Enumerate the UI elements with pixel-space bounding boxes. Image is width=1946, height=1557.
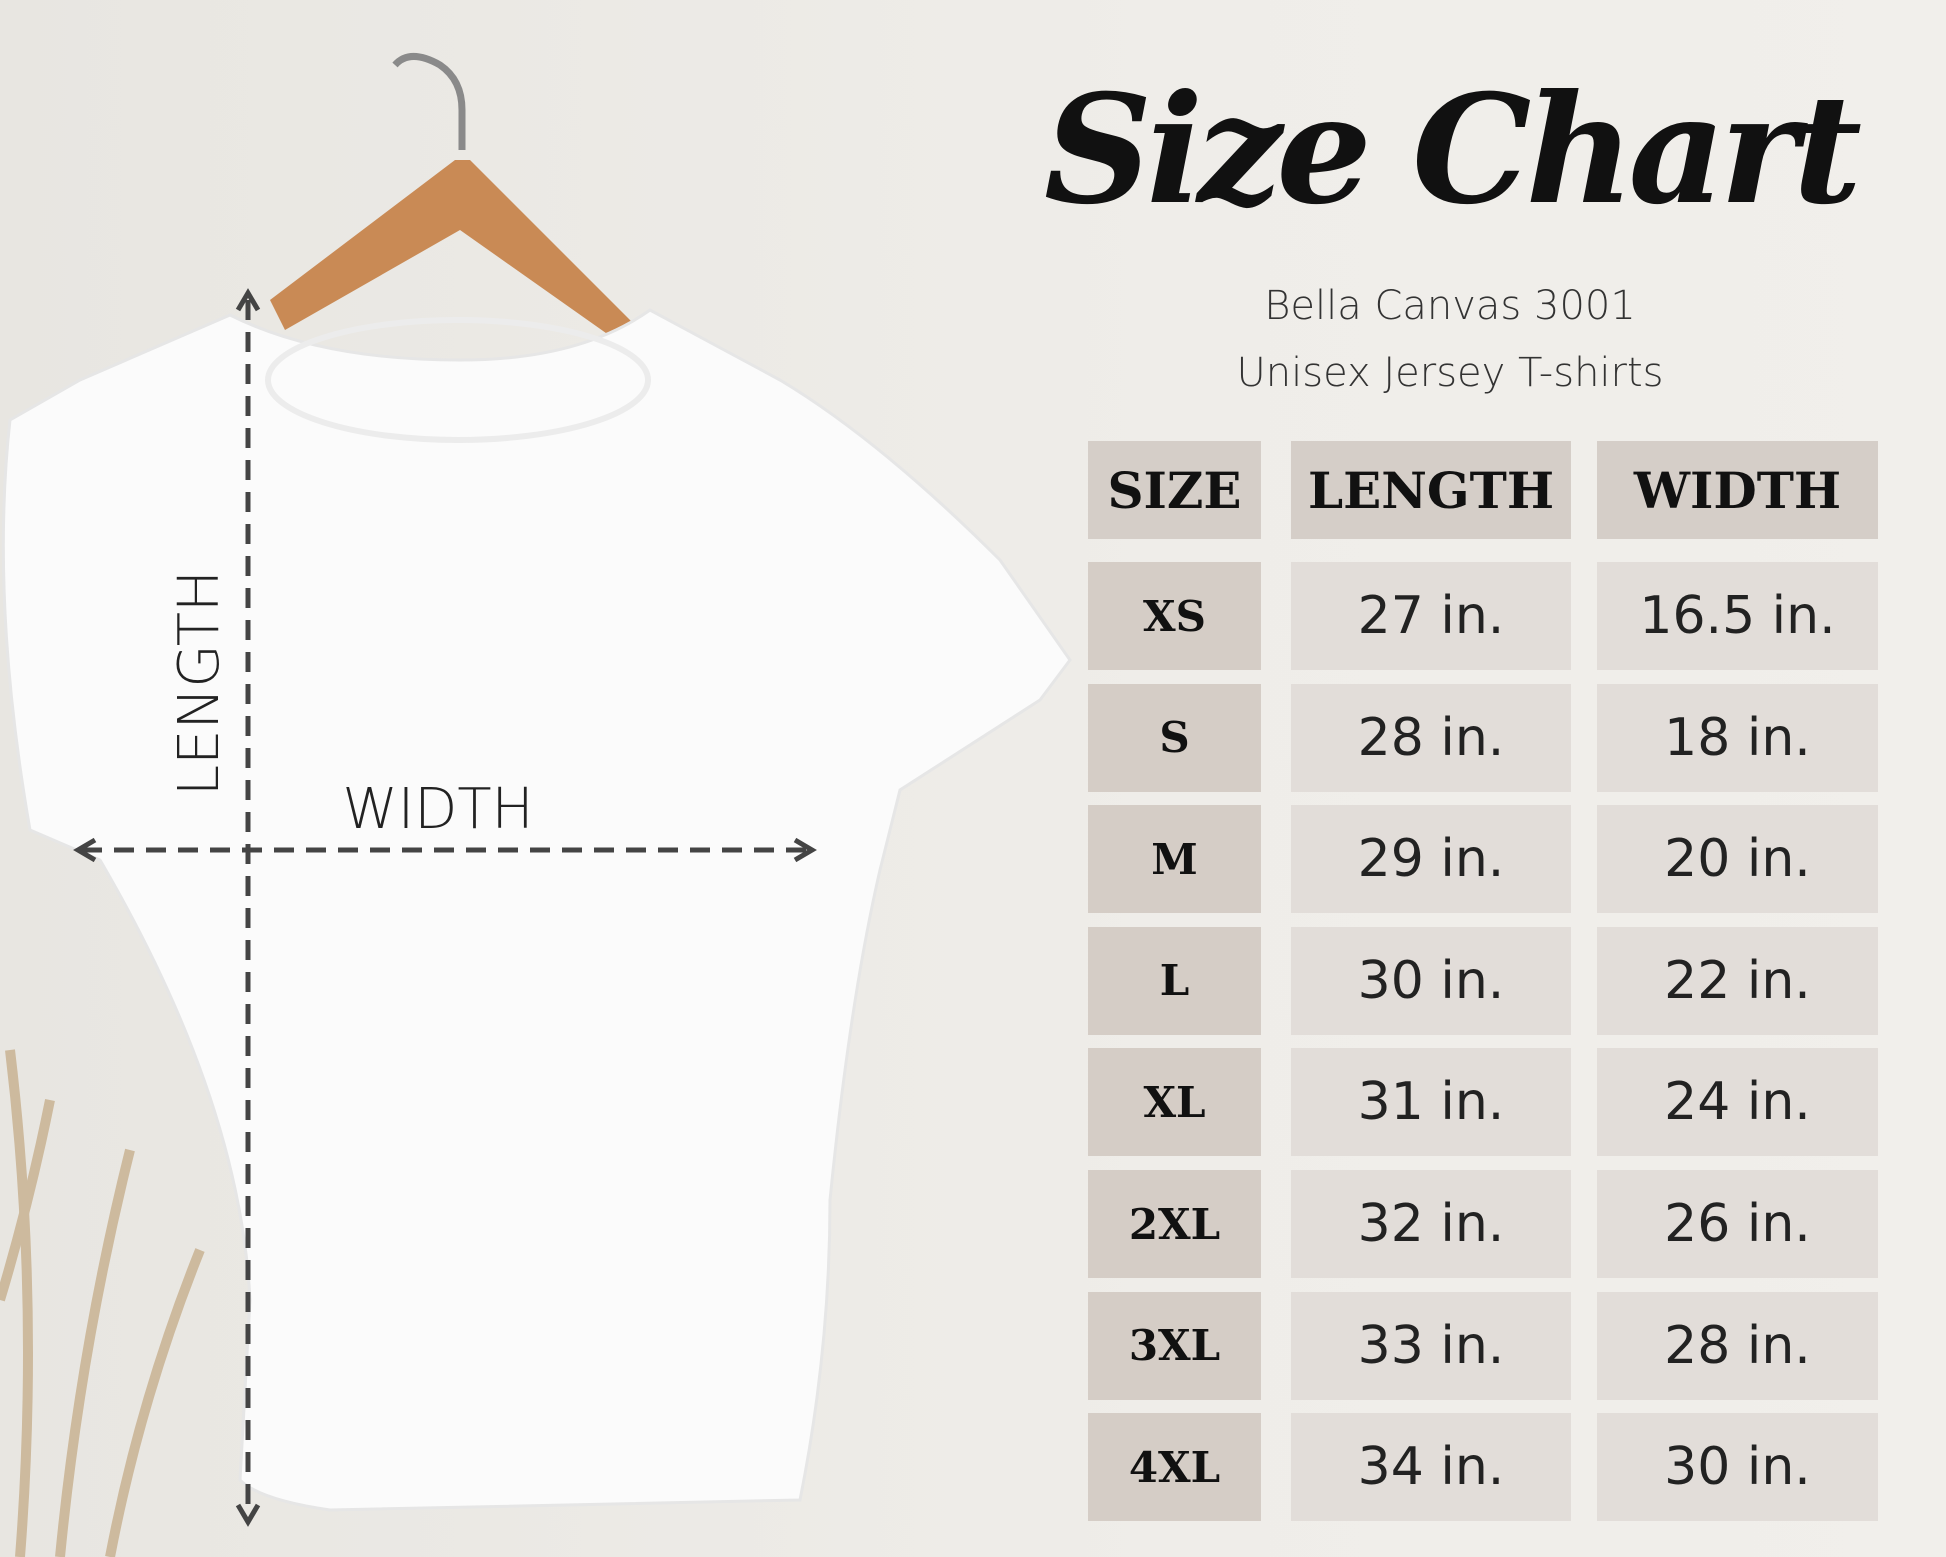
- size-cell: M: [1088, 805, 1261, 914]
- header-width: WIDTH: [1597, 441, 1878, 539]
- page-title: Size Chart: [1043, 62, 1862, 238]
- size-cell: L: [1088, 926, 1261, 1035]
- subtitle-line-1: Bella Canvas 3001: [1264, 283, 1636, 329]
- width-cell: 20 in.: [1597, 805, 1878, 914]
- length-cell: 28 in.: [1291, 683, 1571, 792]
- hanger: [270, 53, 640, 350]
- tshirt: [1, 308, 1072, 1512]
- size-cell: 4XL: [1088, 1413, 1261, 1522]
- size-cell: 2XL: [1088, 1170, 1261, 1278]
- subtitle-line-2: Unisex Jersey T-shirts: [1236, 350, 1664, 396]
- size-cell: S: [1088, 683, 1261, 792]
- length-arrow: [235, 288, 261, 1527]
- length-cell: 29 in.: [1291, 805, 1571, 914]
- width-arrow: [73, 837, 817, 863]
- width-cell: 16.5 in.: [1597, 562, 1878, 670]
- width-label: WIDTH: [342, 777, 533, 842]
- header-size: SIZE: [1088, 441, 1261, 539]
- pampas-grass: [0, 1049, 205, 1557]
- size-cell: XS: [1088, 562, 1261, 670]
- length-cell: 32 in.: [1291, 1170, 1571, 1278]
- length-cell: 30 in.: [1291, 926, 1571, 1035]
- width-cell: 28 in.: [1597, 1291, 1878, 1400]
- length-cell: 34 in.: [1291, 1413, 1571, 1522]
- length-cell: 33 in.: [1291, 1291, 1571, 1400]
- width-cell: 24 in.: [1597, 1048, 1878, 1157]
- length-cell: 27 in.: [1291, 562, 1571, 670]
- size-cell: XL: [1088, 1048, 1261, 1157]
- width-cell: 30 in.: [1597, 1413, 1878, 1522]
- length-label: LENGTH: [167, 570, 232, 796]
- width-cell: 22 in.: [1597, 926, 1878, 1035]
- length-cell: 31 in.: [1291, 1048, 1571, 1157]
- header-length: LENGTH: [1291, 441, 1571, 539]
- size-cell: 3XL: [1088, 1291, 1261, 1400]
- width-cell: 18 in.: [1597, 683, 1878, 792]
- width-cell: 26 in.: [1597, 1170, 1878, 1278]
